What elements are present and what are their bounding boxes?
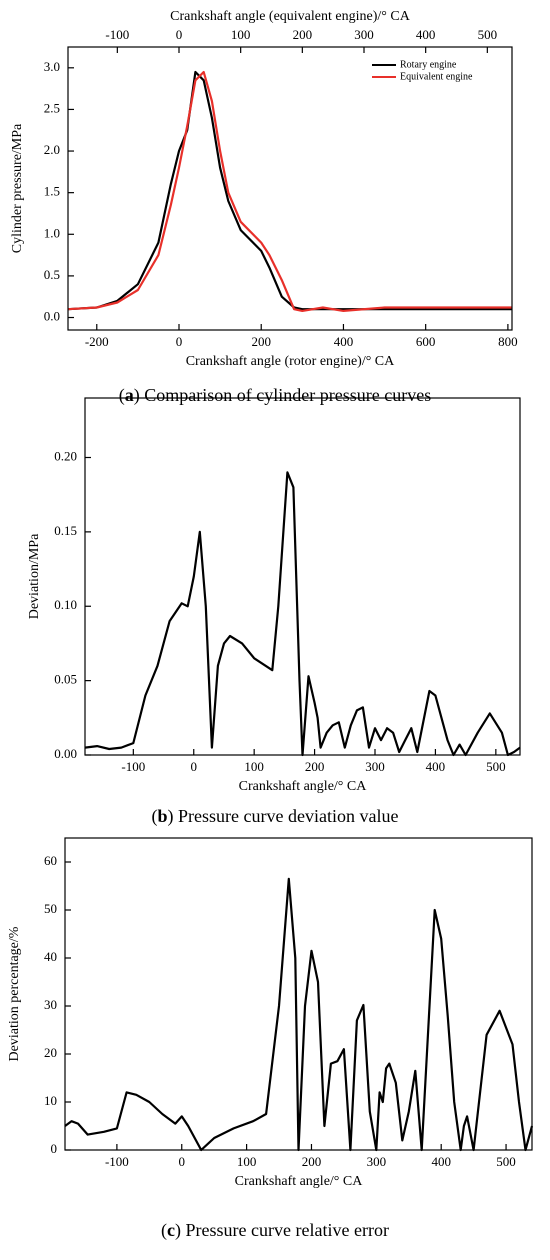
y-axis-label: Deviation/MPa: [27, 533, 42, 619]
x2-tick-label: 300: [354, 27, 374, 42]
x-tick-label: -200: [85, 334, 109, 349]
x2-tick-label: 100: [231, 27, 251, 42]
y-tick-label: 2.5: [44, 100, 60, 115]
x-axis-label: Crankshaft angle (rotor engine)/° CA: [186, 354, 395, 369]
y-tick-label: 0.15: [54, 523, 77, 538]
y-tick-label: 30: [44, 997, 57, 1012]
x-tick-label: 400: [431, 1154, 451, 1169]
y-tick-label: 0.0: [44, 308, 60, 323]
x-tick-label: 400: [334, 334, 354, 349]
caption-text: Pressure curve relative error: [186, 1220, 389, 1240]
x-axis-label: Crankshaft angle/° CA: [239, 779, 368, 794]
x-tick-label: 0: [179, 1154, 186, 1169]
y-tick-label: 60: [44, 853, 57, 868]
x-tick-label: 500: [486, 759, 506, 774]
caption-paren: (: [119, 385, 125, 406]
caption-paren: ): [175, 1220, 186, 1241]
x-tick-label: 200: [251, 334, 271, 349]
caption-paren: ): [134, 385, 145, 406]
x-tick-label: 600: [416, 334, 436, 349]
x-tick-label: 0: [191, 759, 198, 774]
x-tick-label: 400: [426, 759, 446, 774]
series-line: [84, 471, 521, 757]
y-tick-label: 20: [44, 1045, 57, 1060]
caption-text: Pressure curve deviation value: [178, 806, 398, 826]
x-tick-label: 100: [244, 759, 264, 774]
y-tick-label: 3.0: [44, 59, 60, 74]
x-tick-label: 800: [498, 334, 518, 349]
x2-tick-label: 200: [293, 27, 313, 42]
x-tick-label: 300: [367, 1154, 387, 1169]
caption: (a) Comparison of cylinder pressure curv…: [119, 385, 431, 406]
caption-paren: (: [161, 1220, 167, 1241]
y-tick-label: 0.20: [54, 448, 77, 463]
x2-tick-label: 400: [416, 27, 436, 42]
y-tick-label: 2.0: [44, 142, 60, 157]
series-line: [64, 877, 534, 1152]
legend-label: Rotary engine: [400, 59, 457, 70]
x2-tick-label: 0: [176, 27, 183, 42]
plot-frame: [64, 837, 533, 1151]
x-axis-label: Crankshaft angle/° CA: [235, 1174, 364, 1189]
y-tick-label: 40: [44, 949, 57, 964]
series-line: [67, 70, 512, 312]
y-tick-label: 10: [44, 1093, 57, 1108]
y-tick-label: 0.05: [54, 672, 77, 687]
x-tick-label: 500: [496, 1154, 516, 1169]
y-axis-label: Cylinder pressure/MPa: [10, 123, 25, 253]
caption-paren: ): [168, 806, 179, 827]
caption-label: b: [158, 806, 168, 826]
x-tick-label: -100: [121, 759, 145, 774]
caption-text: Comparison of cylinder pressure curves: [144, 385, 431, 405]
y-tick-label: 50: [44, 901, 57, 916]
caption: (c) Pressure curve relative error: [161, 1220, 389, 1241]
x-tick-label: 200: [305, 759, 325, 774]
x2-tick-label: 500: [478, 27, 498, 42]
x2-tick-label: -100: [105, 27, 129, 42]
y-axis-label: Deviation percentage/%: [7, 926, 22, 1061]
x-tick-label: 200: [302, 1154, 322, 1169]
plot-frame: [84, 397, 521, 756]
y-tick-label: 0.10: [54, 597, 77, 612]
y-tick-label: 0: [51, 1141, 58, 1156]
y-tick-label: 1.0: [44, 225, 60, 240]
legend-label: Equivalent engine: [400, 71, 473, 82]
y-tick-label: 1.5: [44, 184, 60, 199]
x-tick-label: 300: [365, 759, 385, 774]
plot-frame: [67, 46, 513, 331]
series-line: [67, 70, 512, 311]
x2-axis-label: Crankshaft angle (equivalent engine)/° C…: [170, 9, 411, 24]
y-tick-label: 0.00: [54, 746, 77, 761]
x-tick-label: 100: [237, 1154, 257, 1169]
y-tick-label: 0.5: [44, 267, 60, 282]
caption-label: a: [125, 385, 134, 405]
caption: (b) Pressure curve deviation value: [152, 806, 399, 827]
x-tick-label: 0: [176, 334, 183, 349]
caption-paren: (: [152, 806, 158, 827]
caption-label: c: [167, 1220, 175, 1240]
x-tick-label: -100: [105, 1154, 129, 1169]
